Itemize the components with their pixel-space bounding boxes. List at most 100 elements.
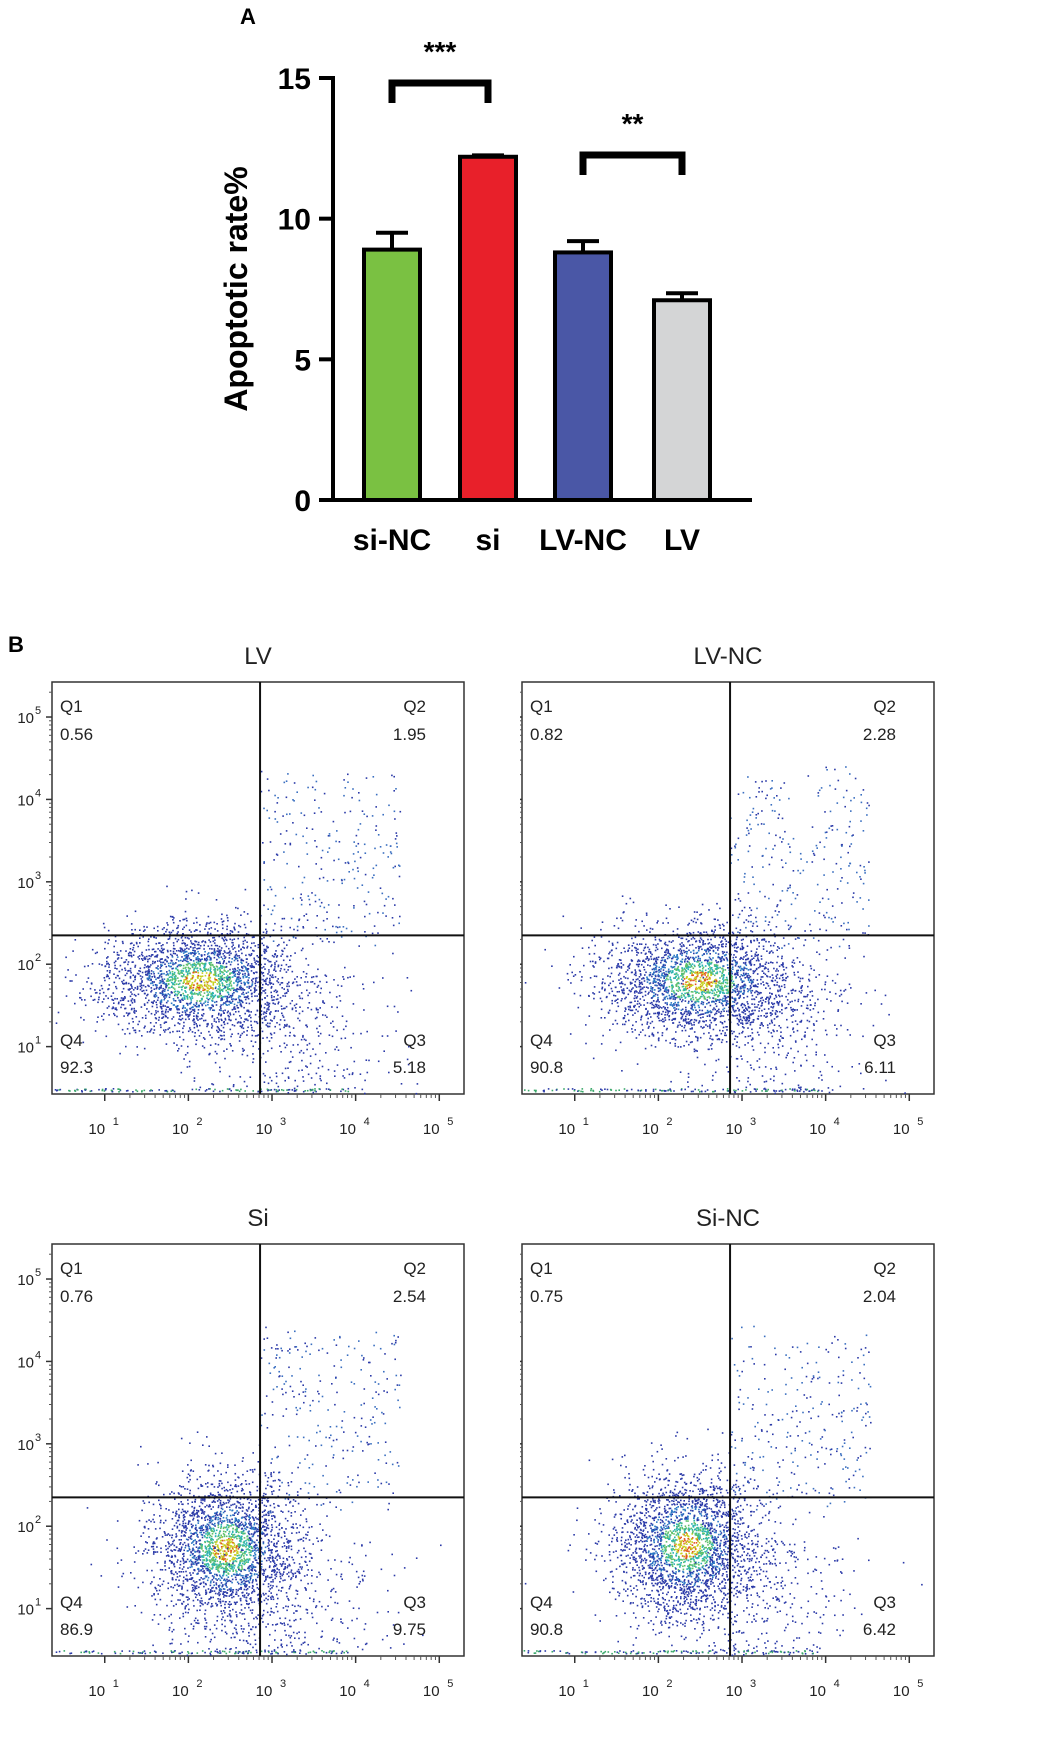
scatter-point [197, 1015, 199, 1018]
scatter-point [228, 988, 231, 990]
scatter-point [637, 965, 640, 968]
scatter-point [670, 1002, 673, 1004]
scatter-point [324, 1014, 327, 1017]
scatter-point [341, 1088, 343, 1090]
scatter-point [232, 1084, 235, 1086]
scatter-point [264, 949, 267, 952]
scatter-point [199, 958, 202, 961]
scatter-point [773, 933, 776, 936]
scatter-point [251, 1034, 254, 1037]
scatter-point [688, 949, 690, 952]
scatter-point [730, 963, 733, 965]
scatter-point [248, 977, 250, 979]
scatter-point [341, 882, 343, 885]
scatter-point [544, 948, 546, 951]
scatter-point [104, 1088, 107, 1090]
scatter-point [355, 834, 358, 837]
scatter-point [167, 974, 170, 976]
scatter-point [101, 1088, 104, 1091]
scatter-point [770, 1006, 772, 1008]
scatter-point [181, 988, 183, 991]
scatter-point [144, 986, 147, 988]
scatter-point [674, 1017, 677, 1020]
scatter-point [379, 887, 382, 889]
scatter-point [649, 990, 652, 992]
scatter-point [180, 1045, 183, 1047]
scatter-point [243, 1031, 245, 1033]
scatter-point [164, 1010, 167, 1013]
scatter-point [581, 976, 583, 978]
scatter-point [192, 976, 195, 978]
scatter-point [132, 980, 135, 983]
scatter-point [667, 951, 670, 953]
scatter-point [296, 1085, 299, 1088]
scatter-point [184, 986, 186, 989]
scatter-point [775, 975, 777, 977]
scatter-point [197, 1019, 199, 1021]
scatter-point [140, 984, 143, 987]
scatter-point [101, 1089, 104, 1092]
scatter-point [653, 957, 656, 960]
scatter-point [206, 922, 208, 924]
scatter-point [266, 946, 269, 949]
scatter-point [84, 1089, 87, 1091]
scatter-point [200, 955, 203, 957]
scatter-point [721, 950, 724, 953]
scatter-point [321, 849, 324, 852]
scatter-point [116, 951, 119, 954]
scatter-point [253, 987, 256, 989]
scatter-point [260, 954, 263, 957]
scatter-point [166, 1006, 168, 1008]
scatter-point [185, 954, 188, 957]
scatter-point [160, 1026, 162, 1029]
scatter-point [165, 965, 168, 968]
scatter-point [663, 984, 665, 987]
scatter-point [689, 1020, 691, 1023]
scatter-point [366, 1071, 369, 1074]
scatter-point [767, 962, 770, 964]
scatter-point [228, 1016, 230, 1018]
scatter-point [160, 984, 162, 987]
scatter-point [196, 1000, 198, 1002]
scatter-point [314, 840, 316, 842]
scatter-point [623, 989, 625, 992]
scatter-point [669, 978, 672, 980]
scatter-point [307, 964, 310, 966]
scatter-point [142, 989, 145, 992]
scatter-point [311, 981, 314, 983]
scatter-point [793, 974, 796, 976]
scatter-point [231, 1000, 234, 1002]
scatter-point [236, 983, 239, 986]
scatter-point [223, 960, 225, 962]
scatter-point [289, 813, 291, 815]
scatter-point [718, 1001, 721, 1003]
scatter-point [632, 978, 634, 981]
scatter-point [808, 980, 811, 982]
scatter-point [674, 963, 677, 966]
scatter-point [215, 986, 217, 989]
scatter-point [696, 998, 698, 1001]
scatter-point [358, 792, 360, 794]
scatter-point [119, 1088, 121, 1091]
scatter-point [262, 978, 264, 981]
scatter-point [598, 956, 601, 958]
scatter-point [203, 981, 206, 984]
scatter-point [142, 959, 144, 961]
scatter-point [617, 998, 619, 1000]
scatter-point [201, 962, 203, 964]
scatter-point [748, 1014, 750, 1017]
scatter-point [138, 1020, 141, 1023]
scatter-point [112, 999, 115, 1001]
scatter-point [208, 1088, 210, 1090]
scatter-point [141, 990, 143, 992]
scatter-point [352, 853, 355, 855]
scatter-point [235, 906, 237, 909]
scatter-point [184, 950, 187, 953]
scatter-point [114, 935, 117, 938]
scatter-point [681, 970, 683, 972]
scatter-point [135, 1016, 138, 1018]
scatter-point [177, 1022, 179, 1024]
scatter-point [223, 985, 226, 987]
scatter-point [364, 852, 367, 854]
scatter-point [696, 951, 699, 954]
